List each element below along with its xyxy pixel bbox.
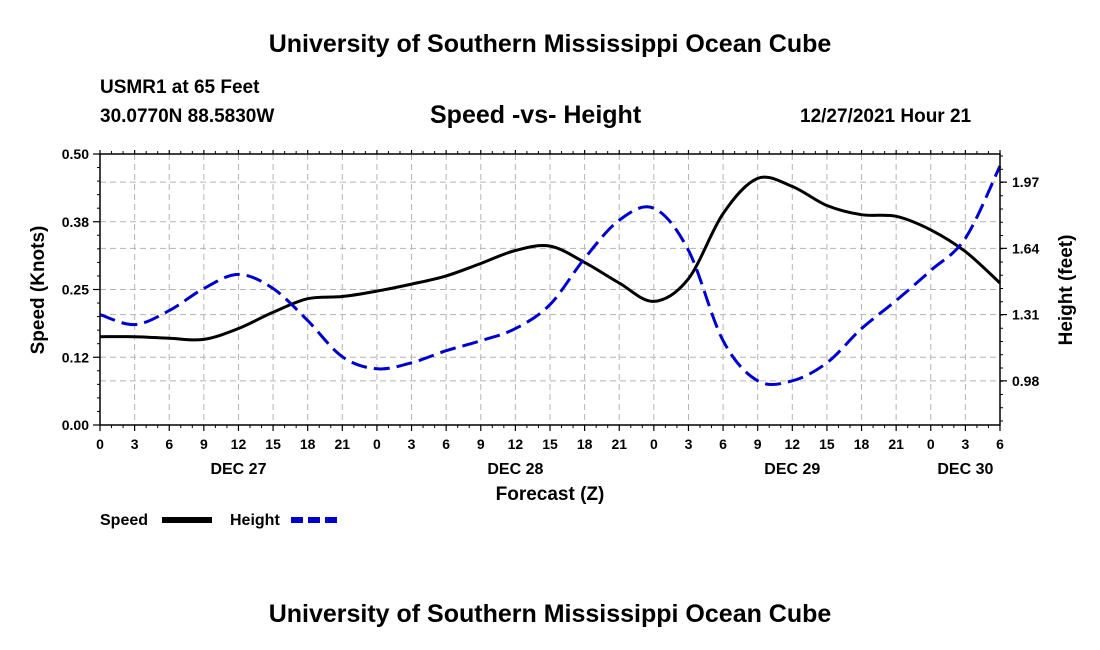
y2-tick-label: 1.97 [1012, 174, 1039, 190]
x-tick-label: 3 [408, 436, 416, 452]
x-tick-label: 18 [577, 436, 593, 452]
y2-axis-title: Height (feet) [1056, 235, 1077, 346]
x-axis-title: Forecast (Z) [496, 484, 605, 505]
x-tick-label: 9 [477, 436, 485, 452]
x-day-label: DEC 29 [764, 461, 820, 478]
y2-tick-label: 1.64 [1012, 240, 1039, 256]
y2-tick-label: 0.98 [1012, 373, 1039, 389]
grid [100, 154, 1000, 425]
x-tick-label: 12 [231, 436, 247, 452]
station-label: USMR1 at 65 Feet [100, 77, 260, 98]
x-day-label: DEC 28 [487, 461, 543, 478]
x-tick-label: 6 [165, 436, 173, 452]
y-tick-label: 0.25 [62, 282, 89, 298]
y-tick-label: 0.00 [62, 417, 89, 433]
x-tick-label: 21 [335, 436, 351, 452]
x-tick-label: 6 [719, 436, 727, 452]
x-tick-label: 21 [888, 436, 904, 452]
x-tick-label: 12 [785, 436, 801, 452]
x-tick-label: 15 [265, 436, 281, 452]
chart-subtitle: Speed -vs- Height [430, 101, 642, 129]
x-day-label: DEC 30 [937, 461, 993, 478]
series-line-speed [99, 175, 1002, 342]
legend-speed-label: Speed [100, 512, 148, 529]
x-tick-label: 3 [131, 436, 139, 452]
x-tick-label: 6 [442, 436, 450, 452]
x-tick-label: 9 [754, 436, 762, 452]
x-tick-label: 15 [542, 436, 558, 452]
y2-tick-label: 1.31 [1012, 307, 1039, 323]
series-line-height [99, 165, 1002, 387]
x-tick-label: 6 [996, 436, 1004, 452]
x-day-label: DEC 27 [210, 461, 266, 478]
y-tick-label: 0.38 [62, 214, 89, 230]
x-tick-label: 12 [508, 436, 524, 452]
x-tick-label: 0 [373, 436, 381, 452]
x-tick-label: 18 [300, 436, 316, 452]
legend-height-label: Height [230, 512, 280, 529]
y-tick-label: 0.12 [62, 349, 89, 365]
x-tick-label: 18 [854, 436, 870, 452]
x-tick-label: 21 [611, 436, 627, 452]
x-tick-label: 0 [96, 436, 104, 452]
x-tick-label: 3 [961, 436, 969, 452]
axes: 0 3 6 9 12 15 18 21 0 3 6 9 12 15 18 21 0 3 6 9 12 15 18 21 0 3 6D… [62, 146, 1040, 478]
chart-title: University of Southern Mississippi Ocean… [268, 30, 832, 58]
y-axis-title: Speed (Knots) [28, 226, 49, 355]
x-tick-label: 3 [685, 436, 693, 452]
y-tick-label: 0.50 [62, 146, 89, 162]
x-tick-label: 9 [200, 436, 208, 452]
forecast-timestamp: 12/27/2021 Hour 21 [800, 106, 972, 127]
x-tick-label: 0 [650, 436, 658, 452]
coordinates-label: 30.0770N 88.5830W [100, 106, 275, 127]
x-tick-label: 0 [927, 436, 935, 452]
series-layer [99, 165, 1002, 387]
footer-title: University of Southern Mississippi Ocean… [268, 600, 832, 628]
x-tick-label: 15 [819, 436, 835, 452]
legend: Speed Height [100, 512, 341, 529]
